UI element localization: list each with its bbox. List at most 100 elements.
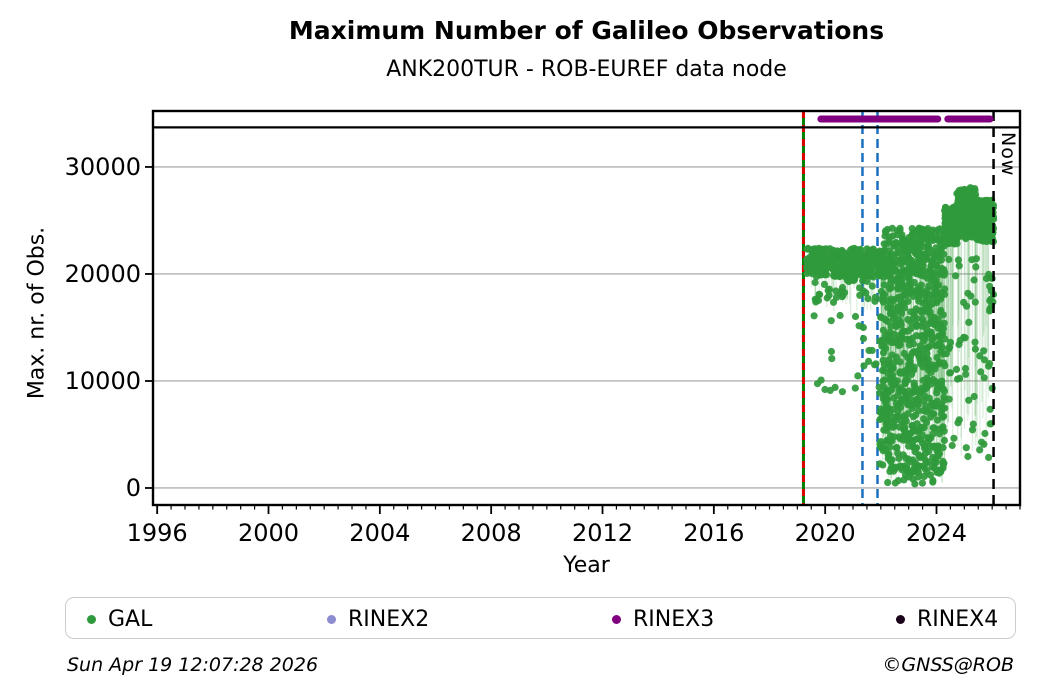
data-point — [912, 270, 920, 278]
rinex2-marker-icon — [327, 614, 336, 624]
data-point — [898, 268, 906, 276]
x-tick-label: 2012 — [572, 519, 633, 547]
x-axis-label: Year — [563, 553, 610, 578]
data-point — [949, 239, 957, 247]
data-point — [898, 259, 907, 267]
data-point — [929, 295, 937, 303]
data-point — [976, 198, 984, 206]
data-point — [985, 236, 994, 244]
x-tick-label: 2016 — [683, 519, 744, 547]
data-point — [883, 240, 891, 248]
data-point — [971, 345, 980, 353]
data-point — [877, 287, 886, 296]
data-point — [919, 315, 927, 323]
data-point — [880, 383, 888, 391]
data-point — [921, 449, 930, 457]
data-point — [903, 436, 911, 445]
data-point — [910, 278, 919, 287]
data-point — [961, 364, 970, 373]
data-point — [880, 315, 889, 323]
data-point — [906, 353, 915, 361]
data-point — [939, 464, 947, 472]
data-point — [821, 267, 829, 275]
data-point — [968, 426, 977, 434]
data-point — [901, 429, 909, 437]
data-point — [954, 197, 962, 205]
data-point — [896, 435, 904, 443]
data-point — [893, 249, 901, 257]
legend-item-rinex3: RINEX3 — [612, 606, 714, 632]
data-point — [897, 321, 905, 329]
data-point — [962, 370, 970, 378]
data-point — [808, 270, 816, 278]
data-point — [827, 317, 835, 325]
data-point — [880, 390, 888, 398]
legend-box — [65, 597, 1016, 639]
data-point — [904, 297, 912, 305]
data-point — [885, 450, 893, 458]
data-point — [980, 356, 989, 364]
data-point — [917, 355, 926, 363]
data-point — [953, 231, 962, 239]
data-point — [923, 227, 931, 235]
data-point — [894, 402, 902, 410]
data-point — [918, 479, 927, 487]
data-point — [877, 336, 886, 344]
data-point — [909, 334, 917, 342]
data-point — [933, 386, 941, 394]
gal-scatter-series — [803, 184, 998, 488]
data-point — [868, 282, 876, 290]
data-point — [803, 269, 811, 277]
data-point — [892, 238, 900, 247]
data-point — [971, 298, 979, 306]
data-point — [982, 218, 991, 226]
data-point — [928, 364, 937, 372]
data-point — [864, 295, 872, 303]
data-point — [898, 466, 906, 474]
data-point — [883, 250, 891, 258]
data-point — [940, 359, 948, 367]
data-point — [825, 254, 834, 262]
data-point — [897, 417, 906, 425]
data-point — [867, 261, 875, 269]
data-point — [917, 289, 925, 297]
y-tick-label: 30000 — [65, 153, 141, 181]
data-point — [934, 226, 942, 234]
data-point — [898, 329, 906, 337]
data-point — [893, 412, 901, 421]
data-point — [853, 266, 861, 274]
data-point — [954, 207, 962, 215]
data-point — [845, 277, 853, 286]
data-point — [882, 259, 891, 267]
data-point — [921, 383, 929, 391]
data-point — [811, 295, 819, 303]
data-point — [888, 338, 896, 347]
data-point — [915, 435, 923, 443]
data-point — [967, 185, 975, 193]
data-point — [889, 380, 897, 388]
data-point — [968, 256, 976, 264]
data-point — [955, 214, 963, 222]
data-point — [886, 233, 894, 241]
data-point — [903, 288, 912, 296]
data-point — [896, 369, 904, 377]
data-point — [919, 262, 927, 270]
data-point — [985, 453, 993, 462]
data-point — [955, 223, 963, 231]
data-point — [904, 364, 912, 372]
data-point — [974, 204, 982, 212]
data-point — [923, 349, 931, 358]
data-point — [876, 415, 884, 423]
data-point — [938, 343, 947, 351]
data-point — [986, 305, 994, 313]
data-point — [929, 430, 937, 438]
data-point — [920, 472, 928, 480]
data-point — [899, 387, 907, 396]
data-point — [851, 276, 859, 284]
data-point — [964, 289, 972, 297]
y-tick-label: 10000 — [65, 367, 141, 395]
data-point — [928, 400, 936, 408]
gal-marker-icon — [87, 614, 96, 624]
data-point — [910, 379, 918, 387]
